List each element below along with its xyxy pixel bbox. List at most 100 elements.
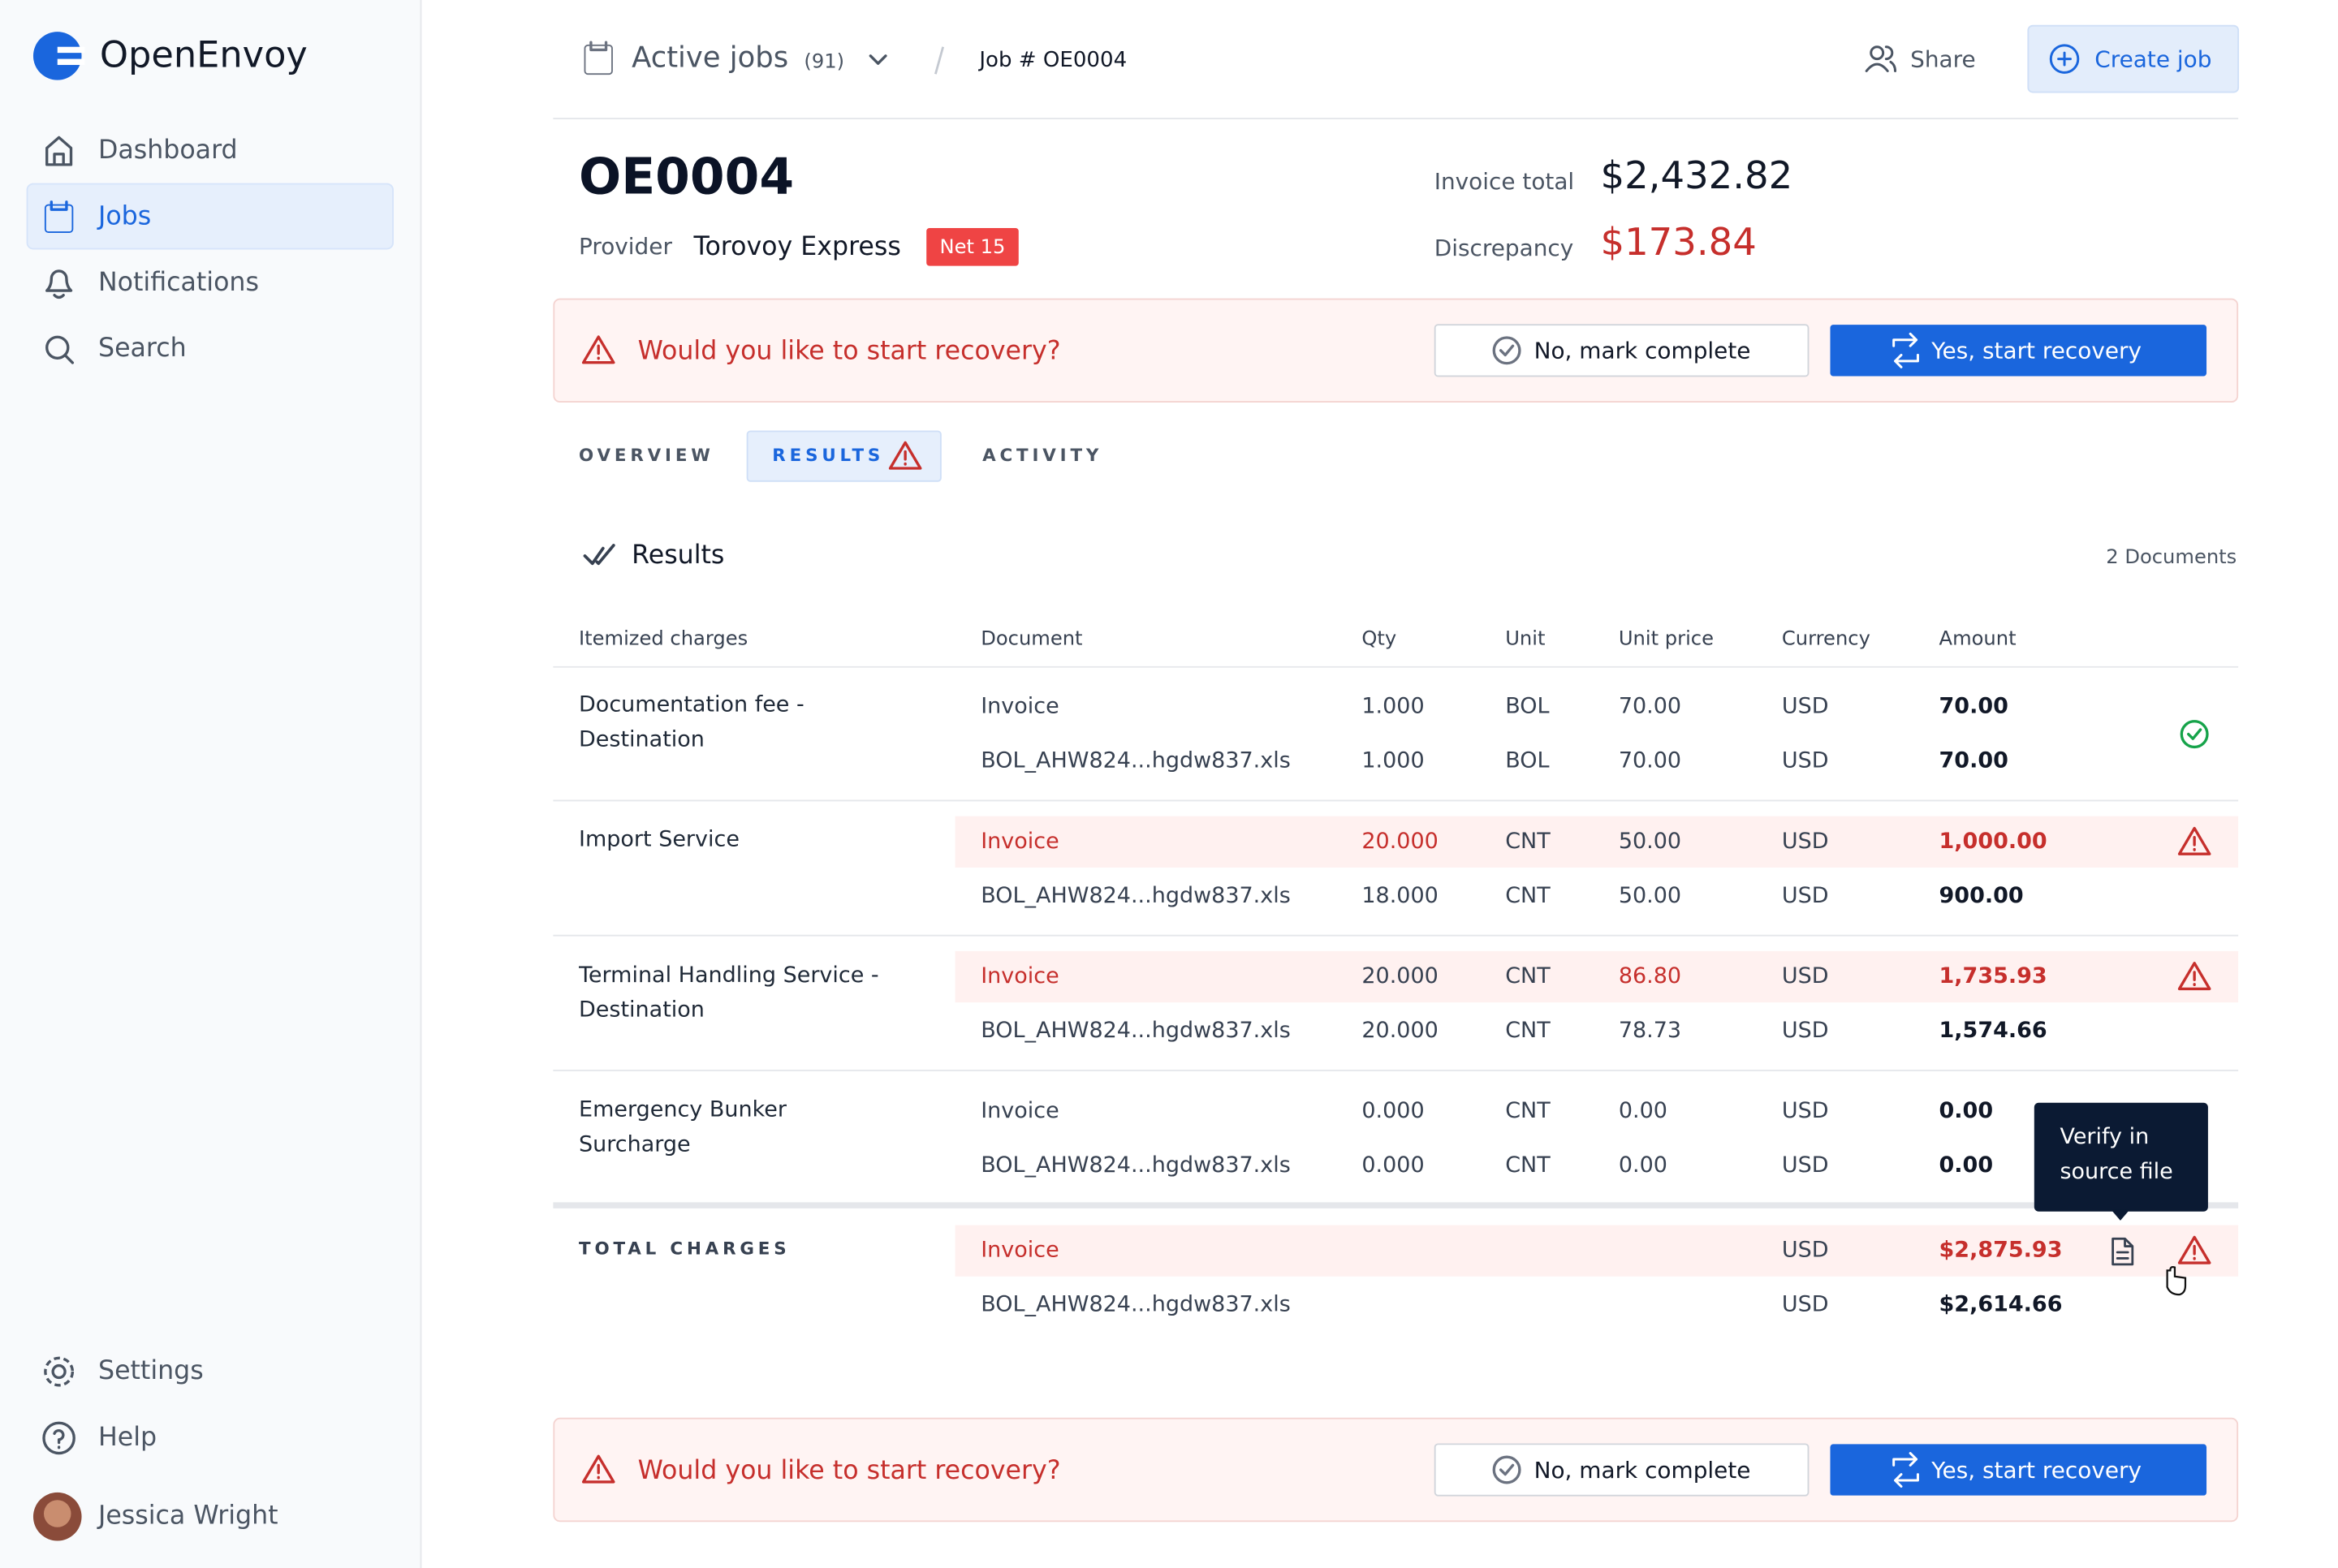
cell: USD — [1782, 1238, 1829, 1263]
cell: Invoice — [981, 694, 1059, 719]
share-button[interactable]: Share — [1910, 45, 1976, 72]
column-header: Amount — [1939, 627, 2017, 649]
yes-button[interactable] — [1830, 325, 2207, 377]
check-icon — [1499, 1463, 1515, 1476]
check-icon — [2180, 720, 2209, 749]
cell: CNT — [1505, 1018, 1551, 1043]
cell: BOL_AHW824...hgdw837.xls — [981, 883, 1291, 908]
logo — [32, 32, 82, 80]
avatar — [43, 1500, 71, 1527]
icon — [1865, 45, 1897, 72]
yes-label[interactable]: Yes, start recovery — [1930, 1457, 2142, 1484]
tooltip-text: Verify in source file — [2060, 1125, 2173, 1185]
nav-item[interactable]: Settings — [98, 1356, 204, 1385]
row-highlight — [955, 816, 2239, 868]
icon — [53, 1428, 65, 1450]
no-button[interactable] — [1434, 324, 1810, 377]
icon — [44, 1356, 75, 1387]
cell: CNT — [1505, 883, 1551, 908]
yes-button[interactable] — [1830, 1444, 2207, 1496]
cell: CNT — [1505, 829, 1551, 854]
no-button[interactable] — [1434, 1443, 1810, 1497]
cell: BOL_AHW824...hgdw837.xls — [981, 748, 1291, 773]
create-job-label[interactable]: Create job — [2094, 45, 2211, 72]
warning-icon — [581, 335, 615, 364]
icon — [51, 1363, 67, 1380]
cell: BOL — [1505, 748, 1549, 773]
cell: 70.00 — [1619, 694, 1681, 719]
cell: 18.000 — [1361, 883, 1438, 908]
charge-name: Terminal Handling Service - Destination — [579, 963, 879, 1023]
row-highlight — [955, 950, 2239, 1003]
cell: USD — [1782, 748, 1829, 773]
cell: 0.00 — [1939, 1098, 1994, 1123]
cell: 900.00 — [1939, 883, 2024, 908]
cell: 1.000 — [1361, 694, 1424, 719]
icon — [583, 544, 615, 566]
label: Discrepancy — [1434, 235, 1574, 261]
cell: Invoice — [981, 1238, 1059, 1263]
icon — [1892, 332, 1919, 368]
recovery-question: Would you like to start recovery? — [638, 1456, 1061, 1485]
recovery-banner — [553, 298, 2239, 403]
cell: 20.000 — [1361, 963, 1438, 989]
sidebar — [0, 0, 421, 1568]
cell: 0.00 — [1619, 1098, 1667, 1123]
tab[interactable]: RESULTS — [772, 446, 884, 466]
column-header: Document — [981, 627, 1082, 649]
recovery-question: Would you like to start recovery? — [638, 337, 1061, 366]
cell: 78.73 — [1619, 1018, 1681, 1043]
cell: 1,574.66 — [1939, 1018, 2047, 1043]
create-job-button[interactable] — [2027, 24, 2240, 93]
yes-label[interactable]: Yes, start recovery — [1930, 338, 2142, 364]
cell: 50.00 — [1619, 829, 1681, 854]
icon — [589, 41, 608, 52]
tooltip-arrow — [2111, 1209, 2130, 1221]
nav-item[interactable]: Jobs — [97, 201, 151, 230]
icon — [45, 335, 70, 360]
cell: 0.00 — [1619, 1152, 1667, 1178]
tab[interactable]: OVERVIEW — [579, 446, 714, 466]
icon — [1892, 1452, 1919, 1488]
cell: 0.00 — [1939, 1152, 1994, 1178]
charge-name: Import Service — [579, 828, 740, 853]
column-header: Unit price — [1619, 627, 1714, 649]
cell: 50.00 — [1619, 883, 1681, 908]
no-label[interactable]: No, mark complete — [1534, 1457, 1751, 1484]
nav-item[interactable]: Help — [98, 1423, 157, 1452]
total-label: TOTAL CHARGES — [579, 1238, 790, 1259]
cell: BOL — [1505, 694, 1549, 719]
cell: USD — [1782, 694, 1829, 719]
cell: USD — [1782, 883, 1829, 908]
breadcrumb-job: Job # OE0004 — [977, 48, 1127, 72]
cell: 1,735.93 — [1939, 963, 2047, 989]
cell: USD — [1782, 829, 1829, 854]
check-icon — [1492, 1455, 1521, 1484]
breadcrumb[interactable]: Active jobs — [632, 41, 788, 75]
cell: USD — [1782, 1292, 1829, 1317]
row-highlight — [955, 1225, 2239, 1277]
icon — [42, 1421, 75, 1455]
icon — [1870, 45, 1885, 61]
charge-name: Import Service — [579, 828, 740, 853]
no-label[interactable]: No, mark complete — [1534, 338, 1751, 364]
cell: 70.00 — [1939, 694, 2008, 719]
charge-name: Emergency Bunker Surcharge — [579, 1098, 787, 1157]
cell: USD — [1782, 1152, 1829, 1178]
tooltip-text: Verify in source file — [2060, 1125, 2173, 1185]
nav-item[interactable]: Dashboard — [98, 136, 238, 165]
terms: Net 15 — [940, 235, 1006, 258]
cell: 20.000 — [1361, 829, 1438, 854]
cell: USD — [1782, 1098, 1829, 1123]
user-name: Jessica Wright — [97, 1501, 278, 1531]
nav-item[interactable]: Search — [98, 334, 187, 363]
discrepancy: $173.84 — [1601, 220, 1757, 264]
icon — [869, 54, 887, 65]
nav-item[interactable]: Notifications — [98, 268, 259, 297]
nav-active — [26, 183, 394, 250]
cell: USD — [1782, 1018, 1829, 1043]
check-icon — [1499, 344, 1515, 357]
tab[interactable]: ACTIVITY — [982, 446, 1102, 466]
document-count: 2 Documents — [2106, 545, 2237, 568]
results-title: Results — [632, 541, 724, 570]
